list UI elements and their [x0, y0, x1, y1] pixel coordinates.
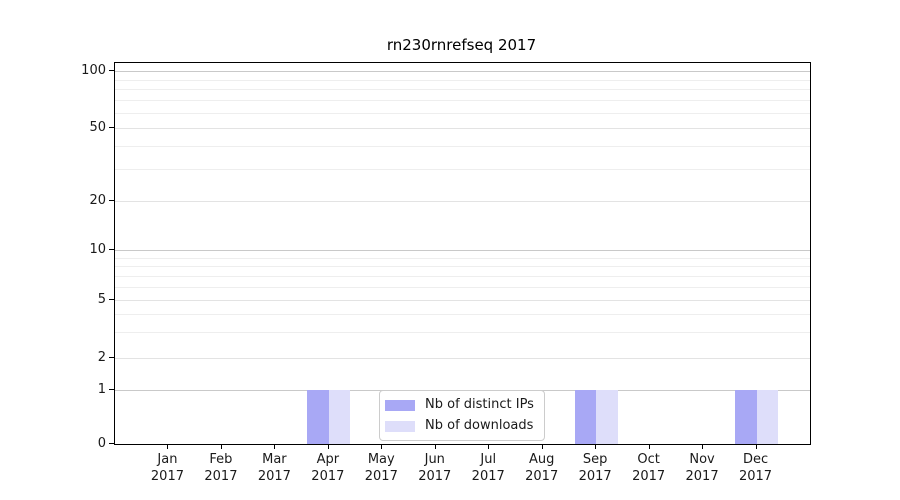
gridline-major: [115, 250, 810, 251]
chart-title: rn230rnrefseq 2017: [386, 36, 537, 54]
gridline-minor: [115, 100, 810, 102]
x-tick-label-jun: Jun 2017: [418, 452, 452, 484]
x-tick-label-apr: Apr 2017: [311, 452, 345, 484]
gridline-minor: [115, 113, 810, 114]
x-tick-label-may: May 2017: [364, 452, 398, 484]
y-tick-mark: [109, 70, 114, 71]
gridline-minor: [115, 332, 810, 334]
bar-distinct-ips-sep: [574, 390, 597, 444]
y-tick-label-2: 2: [97, 350, 106, 365]
y-tick-label-1: 1: [97, 382, 106, 397]
x-tick-mark: [755, 444, 757, 449]
x-tick-mark: [595, 444, 597, 449]
y-tick-label-10: 10: [89, 242, 106, 257]
y-tick-mark: [109, 443, 114, 444]
legend-swatch-downloads: [385, 420, 415, 432]
x-tick-mark: [167, 444, 169, 449]
x-tick-label-dec: Dec 2017: [738, 452, 773, 484]
legend: Nb of distinct IPs Nb of downloads: [379, 390, 545, 441]
x-tick-label-sep: Sep 2017: [578, 452, 612, 484]
y-tick-mark: [109, 357, 114, 358]
x-tick-mark: [274, 444, 276, 449]
bar-downloads-apr: [328, 390, 351, 444]
gridline-minor: [115, 286, 810, 288]
gridline-major: [115, 128, 810, 129]
x-tick-mark: [702, 444, 704, 449]
y-tick-label-0: 0: [97, 436, 106, 451]
x-tick-mark: [648, 444, 650, 449]
gridline-minor: [115, 266, 810, 268]
gridline-minor: [115, 257, 810, 259]
x-tick-label-mar: Mar 2017: [257, 452, 291, 484]
y-tick-mark: [109, 299, 114, 300]
plot-area: Nb of distinct IPs Nb of downloads: [114, 62, 811, 445]
y-tick-label-5: 5: [97, 292, 106, 307]
bar-distinct-ips-dec: [735, 390, 757, 444]
x-tick-label-feb: Feb 2017: [204, 452, 238, 484]
x-tick-mark: [381, 444, 383, 449]
x-tick-mark: [220, 444, 222, 449]
gridline-minor: [115, 314, 810, 316]
y-tick-mark: [109, 389, 114, 390]
gridline-minor: [115, 79, 810, 81]
gridline-major: [115, 71, 810, 72]
x-tick-mark: [541, 444, 543, 449]
y-tick-label-20: 20: [89, 193, 106, 208]
y-tick-label-100: 100: [81, 63, 106, 78]
gridline-major: [115, 358, 810, 359]
gridline-major: [115, 201, 810, 202]
gridline-minor: [115, 168, 810, 170]
x-tick-label-aug: Aug 2017: [525, 452, 559, 484]
gridline-minor: [115, 89, 810, 91]
x-tick-label-jan: Jan 2017: [150, 452, 184, 484]
gridline-minor: [115, 145, 810, 147]
y-tick-mark: [109, 249, 114, 250]
legend-label-distinct-ips: Nb of distinct IPs: [425, 397, 534, 412]
gridline-major: [115, 300, 810, 301]
x-tick-label-jul: Jul 2017: [471, 452, 505, 484]
bar-downloads-sep: [596, 390, 618, 444]
x-tick-mark: [488, 444, 490, 449]
gridline-minor: [115, 275, 810, 277]
y-tick-label-50: 50: [89, 120, 106, 135]
legend-entry-distinct-ips: Nb of distinct IPs: [385, 398, 539, 412]
bar-downloads-dec: [756, 390, 778, 444]
x-tick-label-oct: Oct 2017: [632, 452, 666, 484]
legend-swatch-distinct-ips: [385, 399, 415, 411]
legend-entry-downloads: Nb of downloads: [385, 419, 539, 433]
y-tick-mark: [109, 127, 114, 128]
x-tick-mark: [327, 444, 329, 449]
x-tick-label-nov: Nov 2017: [685, 452, 719, 484]
bar-distinct-ips-apr: [307, 390, 329, 444]
legend-label-downloads: Nb of downloads: [425, 418, 534, 433]
y-tick-mark: [109, 200, 114, 201]
x-tick-mark: [434, 444, 436, 449]
